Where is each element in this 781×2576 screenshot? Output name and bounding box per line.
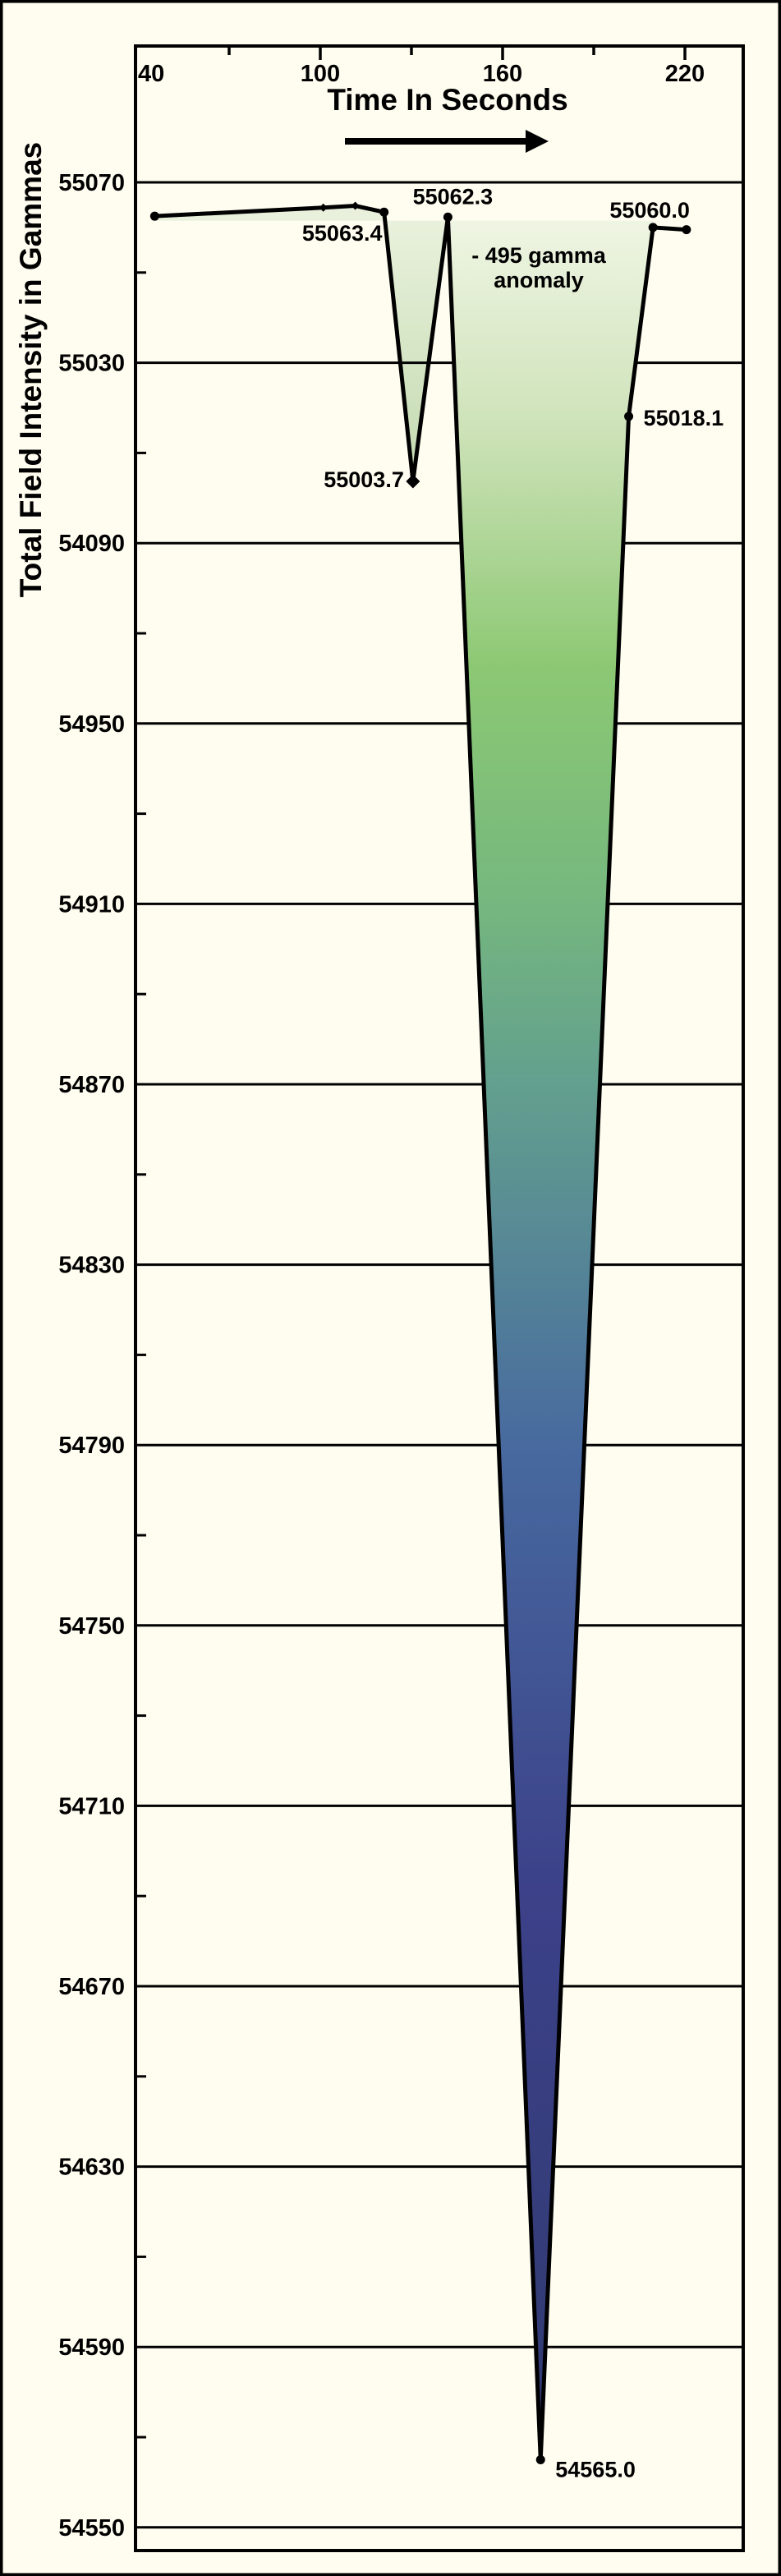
data-point [351, 201, 360, 210]
data-point [379, 207, 389, 217]
y-tick-label: 54910 [58, 891, 125, 918]
x-tick-label: 160 [483, 61, 522, 87]
y-tick-label: 54830 [58, 1253, 125, 1279]
data-point [648, 223, 658, 232]
y-tick-label: 54710 [58, 1793, 125, 1819]
point-label-layer: 55063.4 55003.7 55062.3 54565.0 55018.1 55060… [302, 184, 724, 2482]
y-tick-label: 54790 [58, 1433, 125, 1459]
small-anomaly-area [154, 205, 448, 481]
time-direction-arrow [345, 130, 549, 153]
curve-layer [154, 204, 687, 2460]
anomaly-fill [448, 217, 654, 2460]
x-tick-label: 40 [138, 61, 164, 87]
plot-border [134, 44, 745, 2552]
x-tick-label: 100 [301, 61, 340, 87]
y-tick-label: 54090 [58, 531, 125, 557]
y-axis-title: Total Field Intensity in Gammas [14, 142, 48, 597]
x-tick-label: 220 [665, 61, 705, 87]
y-tick-label: 55070 [58, 170, 125, 196]
y-tick-label: 55030 [58, 351, 125, 377]
y-tick-label: 54750 [58, 1613, 125, 1640]
y-tick-label: 54950 [58, 711, 125, 738]
point-value-label: 55062.3 [413, 184, 494, 209]
data-point [406, 474, 420, 489]
main-anomaly-area [448, 217, 654, 2460]
data-point [319, 203, 328, 212]
x-axis-title: Time In Seconds [327, 83, 567, 117]
tick-label-layer: 55070 55030 54090 54950 54910 54870 54830 54790… [58, 61, 705, 2542]
data-point [443, 212, 453, 222]
y-tick-label: 54870 [58, 1072, 125, 1098]
positive-anomaly-fill [154, 205, 448, 481]
y-tick-label: 54670 [58, 1974, 125, 2000]
gridlines-and-ticks [136, 48, 743, 2529]
y-tick-label: 54550 [58, 2515, 125, 2542]
data-point [535, 2454, 545, 2464]
anomaly-annotation-line1: - 495 gamma [471, 243, 607, 268]
y-tick-label: 54590 [58, 2334, 125, 2361]
point-value-label: 55063.4 [302, 221, 383, 246]
data-point [624, 412, 634, 421]
point-value-label: 55018.1 [644, 406, 724, 430]
marker-layer [149, 201, 691, 2464]
point-value-label: 55003.7 [324, 467, 404, 492]
data-point [149, 211, 159, 221]
data-point [682, 225, 691, 235]
y-tick-label: 54630 [58, 2155, 125, 2181]
anomaly-annotation-line2: anomaly [494, 268, 584, 292]
point-value-label: 55060.0 [609, 198, 690, 223]
point-value-label: 54565.0 [555, 2457, 636, 2482]
data-curve [154, 204, 687, 2460]
